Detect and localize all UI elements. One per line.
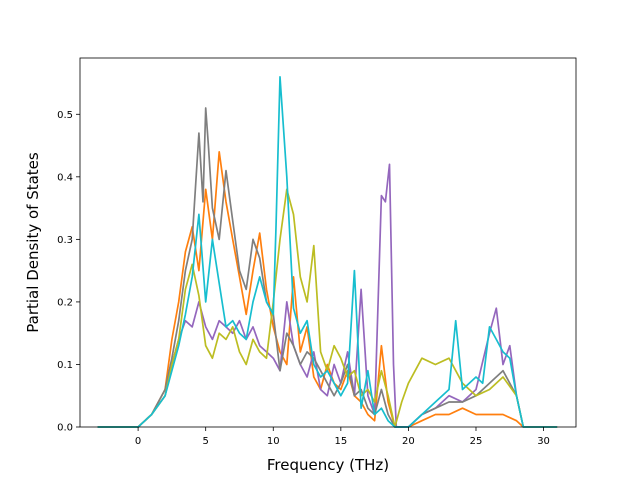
y-tick-label: 0.1 [57, 360, 73, 371]
series-line-2 [97, 163, 558, 428]
series-line-3 [97, 107, 558, 428]
x-axis-label: Frequency (THz) [267, 456, 389, 474]
plot-frame [79, 57, 577, 428]
x-tick-label: 15 [334, 436, 347, 447]
y-axis-ticks: 0.0 0.1 0.2 0.3 0.4 0.5 [57, 110, 80, 434]
y-tick-label: 0.0 [57, 423, 73, 434]
y-axis-label: Partial Density of States [24, 152, 42, 333]
y-tick-label: 0.2 [57, 297, 73, 308]
series-line-5 [97, 75, 558, 428]
x-tick-label: 0 [135, 436, 141, 447]
y-tick-label: 0.4 [57, 172, 73, 183]
x-tick-label: 25 [470, 436, 483, 447]
x-tick-label: 5 [203, 436, 209, 447]
series-layer [97, 75, 558, 428]
x-axis-ticks: 0 5 10 15 20 25 30 [135, 427, 550, 447]
x-tick-label: 30 [537, 436, 550, 447]
x-tick-label: 10 [267, 436, 280, 447]
series-line-4 [97, 188, 558, 428]
x-tick-label: 20 [402, 436, 415, 447]
y-tick-label: 0.3 [57, 235, 73, 246]
series-line-1 [97, 150, 558, 428]
y-tick-label: 0.5 [57, 110, 73, 121]
